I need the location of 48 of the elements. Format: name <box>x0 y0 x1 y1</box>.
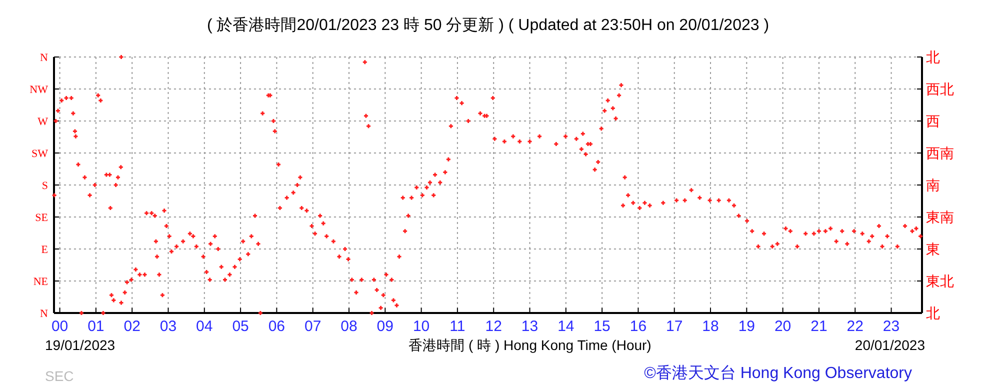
category-label: 北 <box>926 49 940 65</box>
x-tick-label: 21 <box>810 318 828 335</box>
category-label: W <box>38 116 48 128</box>
x-tick-label: 06 <box>268 318 286 335</box>
x-tick-label: 14 <box>558 318 574 335</box>
text: 20/01/2023 <box>854 337 926 353</box>
x-tick-label: 03 <box>160 318 177 335</box>
chart-title: ( 於香港時間20/01/2023 23 時 50 分更新 ) ( Updated at 23:50H on 20/01/2023 ) <box>206 16 770 34</box>
category-label: NW <box>30 84 48 96</box>
category-label: SE <box>35 212 48 224</box>
x-tick-label: 09 <box>376 318 394 335</box>
category-label: 東南 <box>926 209 954 225</box>
x-tick-label: 10 <box>412 318 430 335</box>
category-label: 北 <box>926 305 940 321</box>
x-tick-label: 01 <box>88 318 104 335</box>
x-tick-label: 16 <box>630 318 647 335</box>
text: ©香港天文台 Hong Kong Observatory <box>644 364 912 382</box>
x-tick-label: 20 <box>774 318 792 335</box>
category-label: 東北 <box>926 273 954 289</box>
text: SEC <box>45 368 74 384</box>
x-tick-label: 13 <box>521 318 538 335</box>
x-tick-label: 17 <box>666 318 683 335</box>
x-tick-label: 08 <box>340 318 358 335</box>
x-tick-label: 15 <box>594 318 610 335</box>
category-label: S <box>42 180 48 192</box>
x-tick-label: 22 <box>846 318 864 335</box>
category-label: 西北 <box>926 81 954 97</box>
x-tick-label: 00 <box>51 318 68 335</box>
category-label: N <box>40 52 48 64</box>
category-label: 東 <box>926 241 940 257</box>
category-label: 西 <box>926 113 940 129</box>
x-tick-label: 18 <box>702 318 719 335</box>
x-tick-label: 05 <box>232 318 249 335</box>
x-tick-label: 19 <box>738 318 756 335</box>
category-label: N <box>40 308 48 320</box>
category-label: E <box>41 244 48 256</box>
category-label: SW <box>32 148 48 160</box>
x-tick-label: 02 <box>124 318 140 335</box>
x-tick-label: 04 <box>196 318 213 335</box>
x-tick-label: 07 <box>304 318 322 335</box>
x-tick-label: 11 <box>450 318 466 335</box>
category-label: NE <box>33 276 48 288</box>
category-label: 南 <box>926 177 940 193</box>
x-axis-title: 香港時間 ( 時 ) Hong Kong Time (Hour) <box>408 337 652 353</box>
text: 19/01/2023 <box>45 337 116 353</box>
x-tick-label: 23 <box>882 318 900 335</box>
category-label: 西南 <box>926 145 954 161</box>
x-tick-label: 12 <box>485 318 502 335</box>
